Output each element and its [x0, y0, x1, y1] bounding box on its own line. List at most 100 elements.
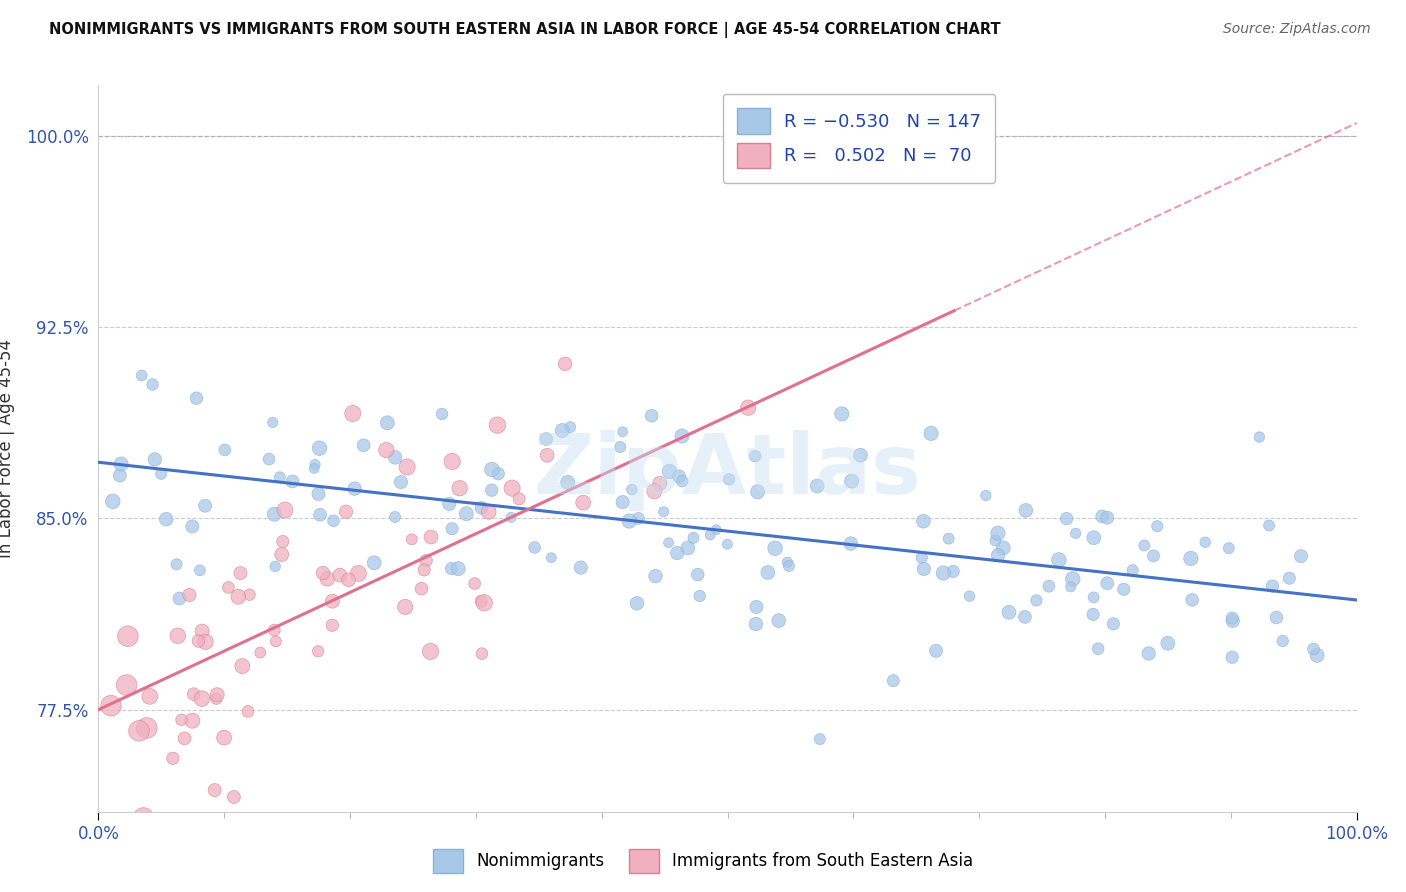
Point: [668, 469, 690, 483]
Point: [808, 732, 831, 747]
Point: [411, 582, 433, 596]
Point: [384, 450, 406, 465]
Point: [644, 569, 666, 583]
Point: [1133, 538, 1156, 552]
Point: [756, 566, 779, 580]
Point: [342, 407, 364, 421]
Point: [959, 589, 981, 603]
Point: [676, 541, 699, 555]
Point: [508, 491, 530, 506]
Point: [271, 534, 294, 549]
Point: [938, 532, 960, 546]
Point: [551, 424, 574, 438]
Point: [307, 644, 329, 658]
Point: [831, 407, 853, 421]
Point: [115, 678, 138, 692]
Point: [1271, 634, 1294, 648]
Point: [110, 457, 132, 471]
Point: [745, 599, 768, 614]
Point: [440, 561, 463, 575]
Point: [347, 566, 370, 581]
Point: [150, 467, 173, 481]
Point: [1060, 580, 1083, 594]
Point: [155, 512, 177, 526]
Point: [316, 572, 339, 586]
Point: [274, 503, 297, 517]
Point: [302, 461, 325, 475]
Point: [1142, 549, 1164, 563]
Point: [536, 432, 558, 446]
Point: [205, 691, 228, 706]
Point: [627, 511, 650, 525]
Point: [763, 541, 786, 556]
Point: [439, 497, 461, 511]
Point: [117, 629, 139, 643]
Point: [572, 496, 595, 510]
Point: [626, 596, 648, 610]
Point: [569, 560, 592, 574]
Point: [554, 357, 576, 371]
Point: [987, 548, 1010, 562]
Point: [394, 599, 416, 614]
Point: [658, 535, 681, 549]
Point: [912, 514, 935, 528]
Point: [1102, 616, 1125, 631]
Point: [449, 481, 471, 495]
Point: [666, 546, 689, 560]
Point: [1137, 647, 1160, 661]
Point: [141, 377, 163, 392]
Point: [100, 698, 122, 713]
Point: [619, 514, 641, 528]
Point: [262, 416, 284, 430]
Point: [183, 687, 205, 701]
Point: [841, 474, 863, 488]
Point: [375, 416, 398, 430]
Point: [188, 563, 211, 577]
Point: [643, 484, 665, 499]
Point: [1220, 611, 1243, 625]
Point: [139, 690, 162, 704]
Point: [942, 565, 965, 579]
Point: [270, 548, 292, 562]
Point: [396, 460, 419, 475]
Point: [778, 559, 800, 574]
Point: [984, 533, 1007, 548]
Point: [640, 409, 662, 423]
Point: [309, 508, 332, 522]
Point: [1278, 571, 1301, 585]
Point: [717, 472, 740, 486]
Point: [335, 505, 357, 519]
Point: [205, 688, 228, 702]
Point: [415, 553, 437, 567]
Point: [135, 721, 157, 735]
Point: [1015, 503, 1038, 517]
Point: [481, 462, 503, 476]
Point: [441, 522, 464, 536]
Point: [264, 634, 287, 648]
Point: [1091, 509, 1114, 524]
Point: [329, 568, 352, 582]
Point: [560, 420, 582, 434]
Point: [131, 368, 153, 383]
Point: [704, 523, 727, 537]
Point: [194, 634, 217, 648]
Point: [204, 783, 226, 797]
Point: [236, 705, 259, 719]
Point: [214, 442, 236, 457]
Point: [321, 618, 343, 632]
Point: [776, 555, 799, 569]
Point: [612, 495, 634, 509]
Point: [1157, 636, 1180, 650]
Point: [430, 407, 453, 421]
Point: [1087, 641, 1109, 656]
Point: [1306, 648, 1329, 663]
Point: [1097, 576, 1119, 591]
Point: [1014, 610, 1036, 624]
Point: [768, 614, 790, 628]
Point: [716, 537, 738, 551]
Point: [101, 494, 124, 508]
Point: [1025, 593, 1047, 607]
Point: [925, 644, 948, 658]
Point: [363, 556, 385, 570]
Point: [1258, 518, 1281, 533]
